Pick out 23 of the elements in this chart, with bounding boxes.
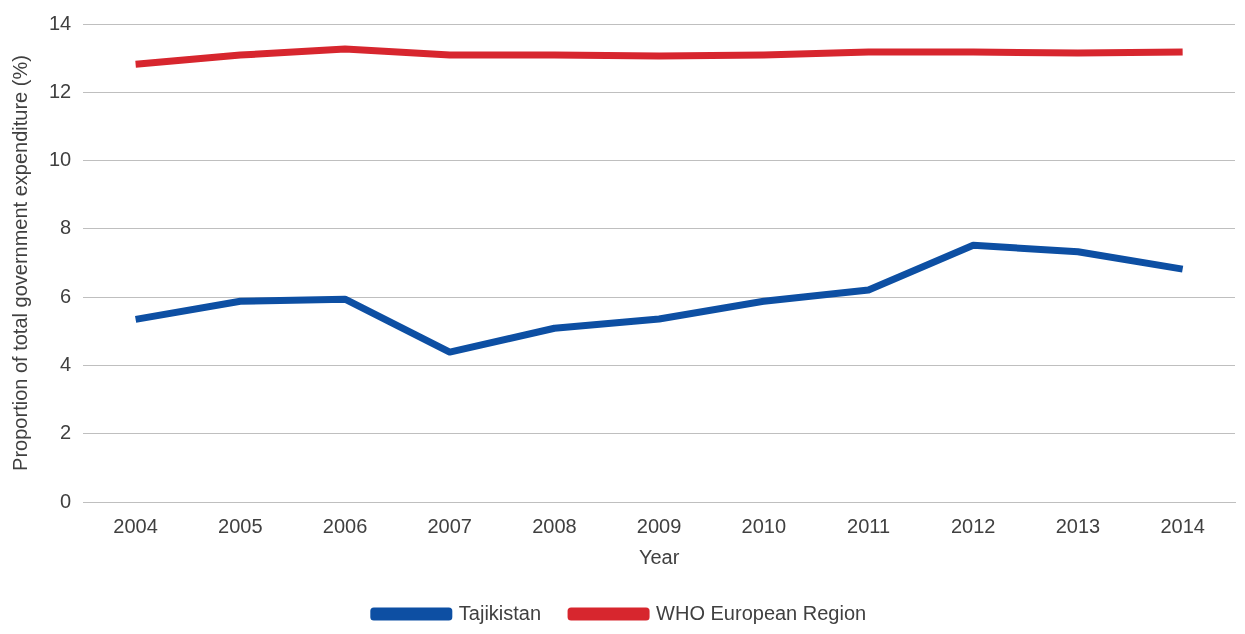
x-tick-label: 2008 — [532, 514, 577, 537]
y-tick-label: 8 — [60, 216, 72, 239]
y-tick-label: 4 — [60, 352, 72, 375]
x-axis-title: Year — [638, 545, 680, 568]
x-tick-label: 2007 — [427, 514, 472, 537]
x-tick-label: 2014 — [1160, 514, 1205, 537]
x-tick-label: 2010 — [741, 514, 787, 537]
y-tick-label: 12 — [49, 79, 72, 102]
y-tick-label: 14 — [49, 11, 72, 34]
x-tick-label: 2012 — [950, 514, 996, 537]
x-tick-label: 2009 — [636, 514, 682, 537]
y-axis-title: Proportion of total government expenditure (%) — [8, 55, 31, 471]
legend-label: WHO European Region — [656, 601, 867, 624]
y-tick-label: 10 — [49, 148, 72, 171]
x-tick-label: 2005 — [218, 514, 263, 537]
x-tick-label: 2006 — [322, 514, 368, 537]
y-tick-label: 6 — [60, 284, 72, 307]
x-tick-label: 2011 — [847, 514, 891, 537]
y-tick-label: 0 — [60, 489, 72, 512]
x-tick-label: 2013 — [1055, 514, 1101, 537]
y-tick-label: 2 — [60, 421, 72, 444]
x-tick-label: 2004 — [113, 514, 158, 537]
legend-label: Tajikistan — [458, 601, 542, 624]
